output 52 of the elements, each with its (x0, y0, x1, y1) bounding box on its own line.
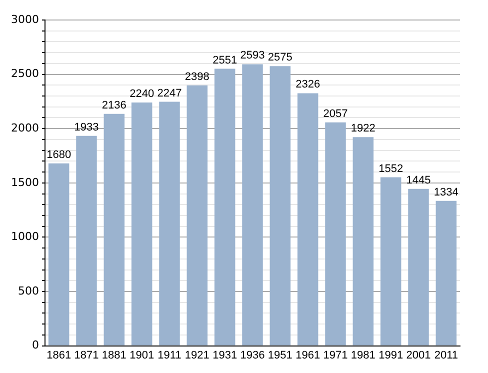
bar (352, 137, 374, 346)
x-tick-label: 1911 (158, 349, 182, 362)
bar (131, 102, 152, 346)
data-label: 1680 (46, 148, 72, 161)
x-tick-label: 1921 (184, 349, 210, 362)
x-tick-label: 1961 (296, 349, 320, 362)
data-label: 2593 (240, 50, 265, 62)
data-label: 2398 (184, 70, 210, 83)
data-label: 2057 (323, 108, 348, 120)
data-label: 1445 (406, 174, 431, 186)
x-tick-label: 1861 (46, 349, 72, 362)
bar (270, 66, 291, 346)
y-tick-label: 2000 (10, 121, 39, 134)
x-tick-label: 1981 (350, 349, 376, 362)
bar (325, 122, 346, 346)
data-label: 2240 (130, 88, 154, 100)
bar (214, 68, 236, 346)
y-tick-label: 1000 (10, 230, 39, 244)
data-label: 1922 (350, 122, 376, 135)
x-tick-label: 1931 (212, 349, 238, 362)
bar (297, 93, 318, 346)
data-label: 2247 (157, 87, 182, 100)
y-tick-label: 0 (32, 338, 39, 352)
data-label: 2326 (296, 78, 320, 91)
bar (242, 64, 263, 346)
x-tick-label: 1901 (130, 349, 154, 362)
x-tick-label: 1991 (378, 349, 404, 362)
bar (186, 85, 208, 346)
x-tick-label: 2011 (434, 349, 458, 362)
data-label: 1552 (378, 162, 404, 175)
data-label: 1334 (434, 186, 458, 198)
y-tick-label: 2500 (10, 67, 39, 80)
data-label: 2551 (212, 54, 238, 66)
bar (76, 136, 97, 346)
x-tick-label: 1971 (323, 349, 348, 362)
bar (48, 163, 70, 346)
data-label: 1933 (74, 121, 99, 134)
y-tick-label: 1500 (10, 176, 39, 189)
x-tick-label: 1936 (240, 349, 265, 362)
x-tick-label: 1951 (268, 349, 292, 362)
bar (408, 188, 429, 346)
y-tick-label: 500 (18, 284, 39, 298)
x-tick-label: 1881 (102, 349, 126, 362)
bar (104, 114, 125, 346)
bar (380, 177, 402, 346)
bar (159, 102, 180, 346)
bar (436, 200, 457, 346)
y-tick-label: 3000 (10, 12, 39, 26)
data-label: 2136 (102, 99, 126, 112)
x-tick-label: 2001 (406, 349, 431, 362)
data-label: 2575 (268, 52, 292, 64)
x-tick-label: 1871 (74, 349, 99, 362)
